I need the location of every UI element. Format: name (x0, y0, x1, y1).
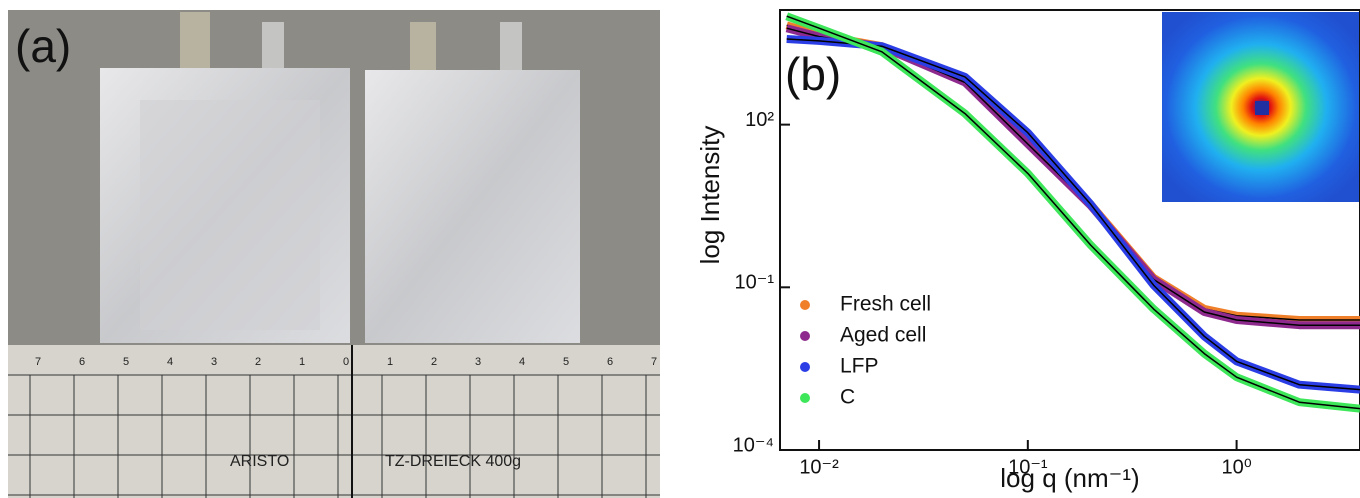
ruler-number: 2 (431, 356, 437, 368)
ruler (8, 345, 660, 498)
legend-marker (800, 300, 810, 310)
fit-line (786, 15, 1360, 410)
panel-label: (b) (785, 48, 841, 100)
x-tick-label: 10⁰ (1221, 456, 1251, 478)
legend-label: LFP (840, 355, 879, 378)
ruler-number: 6 (607, 356, 613, 368)
tab (500, 22, 522, 72)
legend-marker (800, 331, 810, 341)
y-tick-label: 10⁻⁴ (733, 434, 774, 456)
ruler-number: 5 (563, 356, 569, 368)
legend-label: Aged cell (840, 324, 926, 347)
ruler-number: 2 (255, 356, 261, 368)
ruler-number: 5 (123, 356, 129, 368)
ruler-number: 7 (35, 356, 41, 368)
x-axis-label: log q (nm⁻¹) (1000, 463, 1139, 493)
ruler-number: 4 (519, 356, 525, 368)
ruler-text: TZ-DREIECK 400g (385, 453, 521, 470)
tab (180, 12, 210, 72)
ruler-number: 1 (299, 356, 305, 368)
tab (410, 22, 436, 72)
ruler-number: 4 (167, 356, 173, 368)
legend-label: Fresh cell (840, 293, 931, 316)
photo: 7 6 5 4 3 2 1 0 1 2 3 4 5 6 7 (a) ARISTO TZ-DREIECK 40… (8, 10, 660, 498)
y-axis-label: log Intensity (695, 126, 725, 265)
legend-label: C (840, 386, 855, 409)
ruler-number: 0 (343, 356, 349, 368)
y-tick-label: 10² (745, 109, 774, 131)
chart: (b) log Intensity log q (nm⁻¹) 10⁻⁴ 10⁻¹ 1… (695, 9, 1360, 493)
beamstop (1255, 101, 1269, 115)
ruler-text: ARISTO (230, 453, 289, 470)
panel-label: (a) (15, 20, 71, 72)
tab (262, 22, 284, 72)
ruler-number: 3 (475, 356, 481, 368)
pouch-body (140, 100, 320, 330)
ruler-grid: 7 6 5 4 3 2 1 0 1 2 3 4 5 6 7 (8, 345, 660, 498)
ruler-number: 7 (651, 356, 657, 368)
ruler-number: 1 (387, 356, 393, 368)
legend-marker (800, 362, 810, 372)
ruler-number: 3 (211, 356, 217, 368)
ruler-number: 6 (79, 356, 85, 368)
legend-marker (800, 393, 810, 403)
pouch-cell (365, 70, 580, 343)
x-tick-label: 10⁻¹ (1008, 456, 1048, 478)
plot-frame (779, 9, 1360, 451)
x-tick-label: 10⁻² (799, 456, 839, 478)
y-tick-label: 10⁻¹ (735, 272, 775, 294)
